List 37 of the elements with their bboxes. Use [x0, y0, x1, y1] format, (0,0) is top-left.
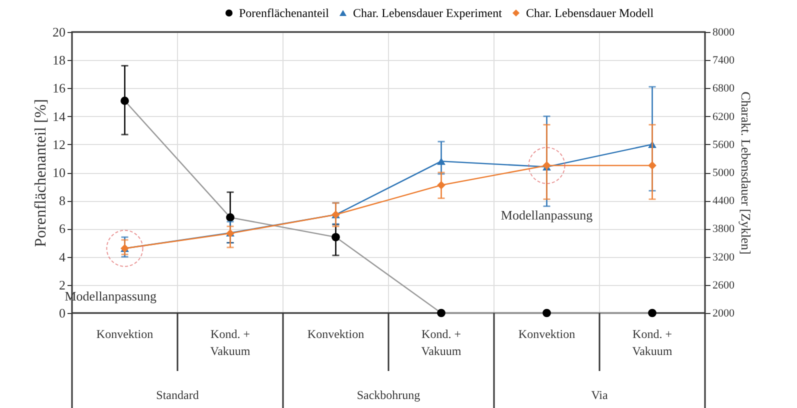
y2-tick-label: 5600: [712, 138, 735, 151]
y2-tick-label: 2600: [712, 279, 735, 292]
y-tick-label: 4: [59, 249, 66, 264]
text: Sackbohrung: [356, 388, 420, 402]
legend-label: Char. Lebensdauer Modell: [526, 6, 654, 20]
y-tick-label: 10: [52, 165, 66, 180]
x-tick-label: Kond. + Vakuum: [632, 327, 673, 358]
y2-tick-label: 6800: [712, 82, 735, 95]
x-tick-label: Konvektion: [307, 327, 364, 341]
y-tick-label: 2: [59, 277, 66, 292]
y2-tick-label: 5000: [712, 167, 735, 179]
legend-label: Porenflächenanteil: [239, 6, 330, 20]
y-tick-label: 6: [59, 221, 66, 236]
x-tick-label: Konvektion: [518, 327, 576, 341]
y2-axis-title: Charakt. Lebensdauer [Zyklen]: [738, 92, 754, 254]
y-tick-label: 14: [52, 108, 66, 124]
y2-tick-label: 2000: [712, 308, 735, 320]
x-tick-label: Kond. + Vakuum: [421, 327, 462, 358]
y-tick-label: 18: [52, 52, 66, 68]
y-tick-label: 8: [59, 193, 66, 208]
x-tick-label: Kond. + Vakuum: [210, 327, 251, 358]
y2-tick-label: 4400: [712, 195, 735, 208]
y2-tick-label: 3800: [712, 223, 735, 236]
y-axis-title: Porenflächenanteil [%]: [32, 99, 50, 247]
x-tick-label: Konvektion: [96, 327, 154, 341]
text: Via: [591, 388, 608, 402]
y2-tick-label: 3200: [712, 251, 735, 264]
y2-tick-label: 7400: [712, 54, 735, 67]
y-tick-label: 16: [52, 80, 66, 96]
y2-tick-label: 8000: [712, 26, 735, 38]
text: Standard: [156, 388, 199, 402]
y-tick-label: 0: [59, 306, 66, 320]
y-tick-label: 20: [52, 24, 66, 40]
y2-tick-label: 6200: [712, 110, 735, 123]
y-tick-label: 12: [52, 136, 66, 152]
annotation: Modellanpassung: [500, 207, 594, 222]
legend-label: Char. Lebensdauer Experiment: [353, 6, 503, 20]
